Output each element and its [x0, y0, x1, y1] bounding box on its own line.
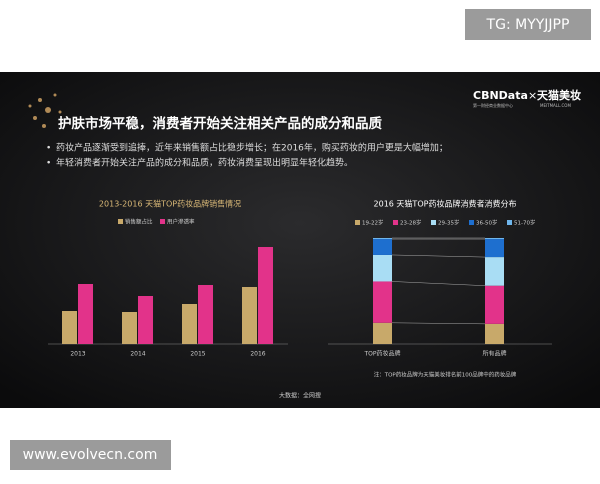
connector — [391, 254, 486, 258]
bullet: 年轻消费者开始关注产品的成分和品质，药妆消费呈现出明显年轻化趋势。 — [56, 157, 353, 169]
x-tick-label: 2014 — [130, 351, 145, 358]
bar-segment — [485, 323, 504, 344]
watermark-box — [10, 440, 171, 470]
bar-segment — [373, 254, 392, 282]
bar-segment — [373, 239, 392, 255]
legend-label: 19-22岁 — [362, 219, 383, 227]
watermark: www.evolvecn.com — [23, 447, 158, 463]
legend-swatch — [431, 220, 436, 225]
bar-segment — [485, 285, 504, 324]
watermark-box — [465, 9, 591, 40]
source: 大数据：全网搜 — [279, 392, 321, 400]
x-tick-label: 2016 — [250, 351, 265, 358]
bar-segment — [373, 281, 392, 323]
bar-segment — [373, 238, 392, 240]
bar — [242, 287, 257, 344]
x-tick-label: 2013 — [70, 351, 85, 358]
x-tick-label: 2015 — [190, 351, 205, 358]
chart-title: 2013-2016 天猫TOP药妆品牌销售情况 — [99, 199, 241, 209]
legend-swatch — [355, 220, 360, 225]
bar — [198, 285, 213, 344]
bar — [78, 284, 93, 344]
bar-segment — [373, 322, 392, 344]
legend-label: 用户渗透率 — [167, 218, 195, 226]
bar — [182, 304, 197, 344]
bar-segment — [485, 238, 504, 240]
slide-title: 护肤市场平稳，消费者开始关注相关产品的成分和品质 — [58, 115, 382, 132]
legend-swatch — [507, 220, 512, 225]
bar — [138, 296, 153, 344]
legend-label: 36-50岁 — [476, 219, 497, 227]
logo-brand: CBNData — [473, 89, 528, 102]
bar — [62, 311, 77, 344]
connector — [391, 322, 486, 325]
legend-label: 销售额占比 — [125, 218, 153, 226]
legend-label: 51-70岁 — [514, 219, 535, 227]
logo-times: × — [528, 89, 537, 102]
logo-sub: 第一财经商业数据中心 — [473, 102, 513, 108]
bullet-dot: • — [46, 159, 51, 169]
x-tick-label: TOP药妆品牌 — [363, 350, 400, 358]
bar-segment — [485, 257, 504, 286]
logo-sub: MEITMALL.COM — [540, 103, 571, 108]
bar — [258, 247, 273, 344]
legend-swatch — [393, 220, 398, 225]
note: 注：TOP药妆品牌为天猫美妆排名前100品牌中的药妆品牌 — [374, 371, 517, 379]
legend-swatch — [160, 219, 165, 224]
bar-segment — [485, 239, 504, 258]
logo-partner: 天猫美妆 — [537, 88, 581, 102]
chart-title: 2016 天猫TOP药妆品牌消费者消费分布 — [374, 199, 517, 209]
bar — [122, 312, 137, 344]
decor — [28, 93, 62, 128]
bullet: 药妆产品逐渐受到追捧，近年来销售额占比稳步增长；在2016年，购买药妆的用户更是… — [56, 142, 448, 154]
legend-swatch — [469, 220, 474, 225]
legend-swatch — [118, 219, 123, 224]
connector — [391, 281, 486, 286]
watermark: TG: MYYJJPP — [486, 17, 570, 33]
legend-label: 23-28岁 — [400, 219, 421, 227]
legend-label: 29-35岁 — [438, 219, 459, 227]
x-tick-label: 所有品牌 — [482, 350, 506, 358]
bullet-dot: • — [46, 144, 51, 154]
